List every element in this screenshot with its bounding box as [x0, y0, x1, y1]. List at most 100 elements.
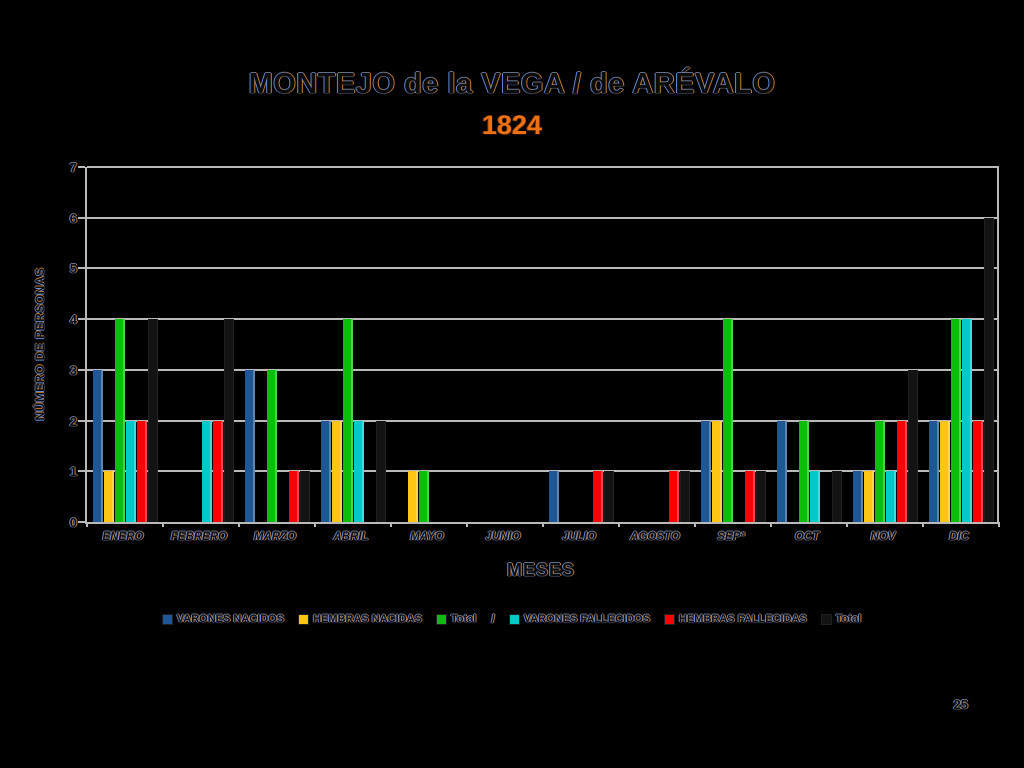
x-tick-mark [162, 522, 164, 527]
bar-total-oct [798, 420, 809, 522]
chart-title: MONTEJO de la VEGA / de ARÉVALO [248, 68, 776, 100]
bar-total-mayo [418, 471, 429, 522]
bar-varones-nacidos-abril [320, 420, 331, 522]
chart-legend: VARONES NACIDOS HEMBRAS NACIDAS Total / VARO… [0, 612, 1024, 626]
chart-subtitle-year: 1824 [481, 110, 543, 140]
bar-total-julio [603, 471, 614, 522]
legend-item-hembras-nacidas: HEMBRAS NACIDAS [299, 613, 422, 625]
y-tick-label-4: 4 [69, 312, 77, 328]
legend-label: HEMBRAS FALLECIDAS [679, 613, 807, 625]
bar-total-dic [950, 319, 961, 522]
bar-varones-nacidos-sepª [700, 420, 711, 522]
x-tick-mark [542, 522, 544, 527]
x-label-junio: JUNIO [485, 531, 521, 543]
x-label-oct: OCT [794, 531, 820, 543]
bar-hembras-fallecidas-enero [136, 420, 147, 522]
gridline-2 [87, 419, 999, 422]
bar-total-dic [983, 217, 994, 522]
bar-total-marzo [266, 369, 277, 522]
y-tick-mark [78, 318, 85, 321]
bar-hembras-nacidas-nov [863, 471, 874, 522]
bar-varones-fallecidos-nov [885, 471, 896, 522]
bar-hembras-fallecidas-febrero [212, 420, 223, 522]
legend-item-hembras-fallecidas: HEMBRAS FALLECIDAS [665, 613, 807, 625]
bar-varones-fallecidos-enero [125, 420, 136, 522]
bar-varones-nacidos-nov [852, 471, 863, 522]
bar-group-agosto [625, 167, 690, 522]
bar-group-febrero [169, 167, 234, 522]
x-label-enero: ENERO [102, 531, 144, 543]
bar-varones-nacidos-oct [776, 420, 787, 522]
bar-group-mayo [397, 167, 462, 522]
x-tick-mark [618, 522, 620, 527]
x-tick-mark [694, 522, 696, 527]
legend-label: HEMBRAS NACIDAS [313, 613, 422, 625]
page-number: 25 [953, 697, 968, 712]
bar-hembras-nacidas-mayo [407, 471, 418, 522]
bar-total-febrero [223, 319, 234, 522]
y-tick-label-5: 5 [69, 261, 77, 277]
bar-group-marzo [244, 167, 310, 522]
x-label-febrero: FEBRERO [170, 531, 228, 543]
bar-total-agosto [679, 471, 690, 522]
legend-item-total: Total [821, 613, 861, 625]
y-tick-label-0: 0 [69, 515, 77, 530]
gridline-1 [87, 470, 999, 473]
plot-right-border [997, 167, 999, 522]
y-tick-label-6: 6 [69, 210, 77, 226]
x-label-marzo: MARZO [253, 531, 297, 543]
bar-varones-fallecidos-dic [961, 319, 972, 522]
bar-total-nov [907, 369, 918, 522]
bar-total-marzo [299, 471, 310, 522]
x-label-abril: ABRIL [333, 531, 369, 543]
bar-group-julio [548, 167, 614, 522]
legend-swatch [821, 614, 831, 624]
bar-varones-nacidos-marzo [244, 369, 255, 522]
bar-total-enero [147, 319, 158, 522]
bar-varones-fallecidos-febrero [201, 420, 212, 522]
bar-hembras-fallecidas-julio [592, 471, 603, 522]
y-tick-mark [78, 521, 85, 523]
legend-swatch [162, 614, 172, 624]
y-axis-title: NÚMERO DE PERSONAS [33, 267, 47, 421]
bar-total-abril [375, 420, 386, 522]
legend-item-total: Total [436, 613, 477, 625]
bar-hembras-nacidas-enero [103, 471, 114, 522]
bar-varones-fallecidos-oct [809, 471, 820, 522]
legend-swatch [509, 614, 519, 624]
bar-group-dic [928, 167, 994, 522]
gridline-3 [87, 368, 999, 371]
bar-group-sepª [700, 167, 766, 522]
x-label-agosto: AGOSTO [630, 531, 680, 543]
y-tick-label-7: 7 [69, 160, 77, 175]
bar-varones-nacidos-enero [92, 369, 103, 522]
x-tick-mark [238, 522, 240, 527]
x-axis-labels: ENERO FEBRERO MARZO ABRIL MAYO JUNIO JULIO AGOS… [85, 531, 997, 543]
x-tick-mark [998, 522, 1000, 527]
gridline-4 [87, 318, 999, 321]
y-tick-label-3: 3 [69, 362, 77, 378]
bar-varones-fallecidos-abril [353, 420, 364, 522]
bar-total-oct [831, 471, 842, 522]
y-tick-mark [78, 368, 85, 371]
y-tick-mark [78, 470, 85, 473]
legend-label: Total [450, 613, 477, 625]
x-tick-mark [922, 522, 924, 527]
bar-varones-nacidos-dic [928, 420, 939, 522]
bar-hembras-fallecidas-nov [896, 420, 907, 522]
y-tick-label-2: 2 [69, 413, 77, 429]
bar-hembras-fallecidas-agosto [668, 471, 679, 522]
legend-item-varones-fallecidos: VARONES FALLECIDOS [509, 613, 650, 625]
bar-total-nov [874, 420, 885, 522]
x-tick-mark [846, 522, 848, 527]
bar-total-abril [342, 319, 353, 522]
bar-total-sepª [722, 319, 733, 522]
bar-hembras-fallecidas-sepª [744, 471, 755, 522]
x-label-dic: DIC [949, 531, 969, 543]
gridline-7 [87, 166, 999, 168]
y-tick-mark [78, 166, 85, 168]
x-tick-mark [390, 522, 392, 527]
x-label-mayo: MAYO [410, 531, 444, 543]
x-tick-mark [466, 522, 468, 527]
